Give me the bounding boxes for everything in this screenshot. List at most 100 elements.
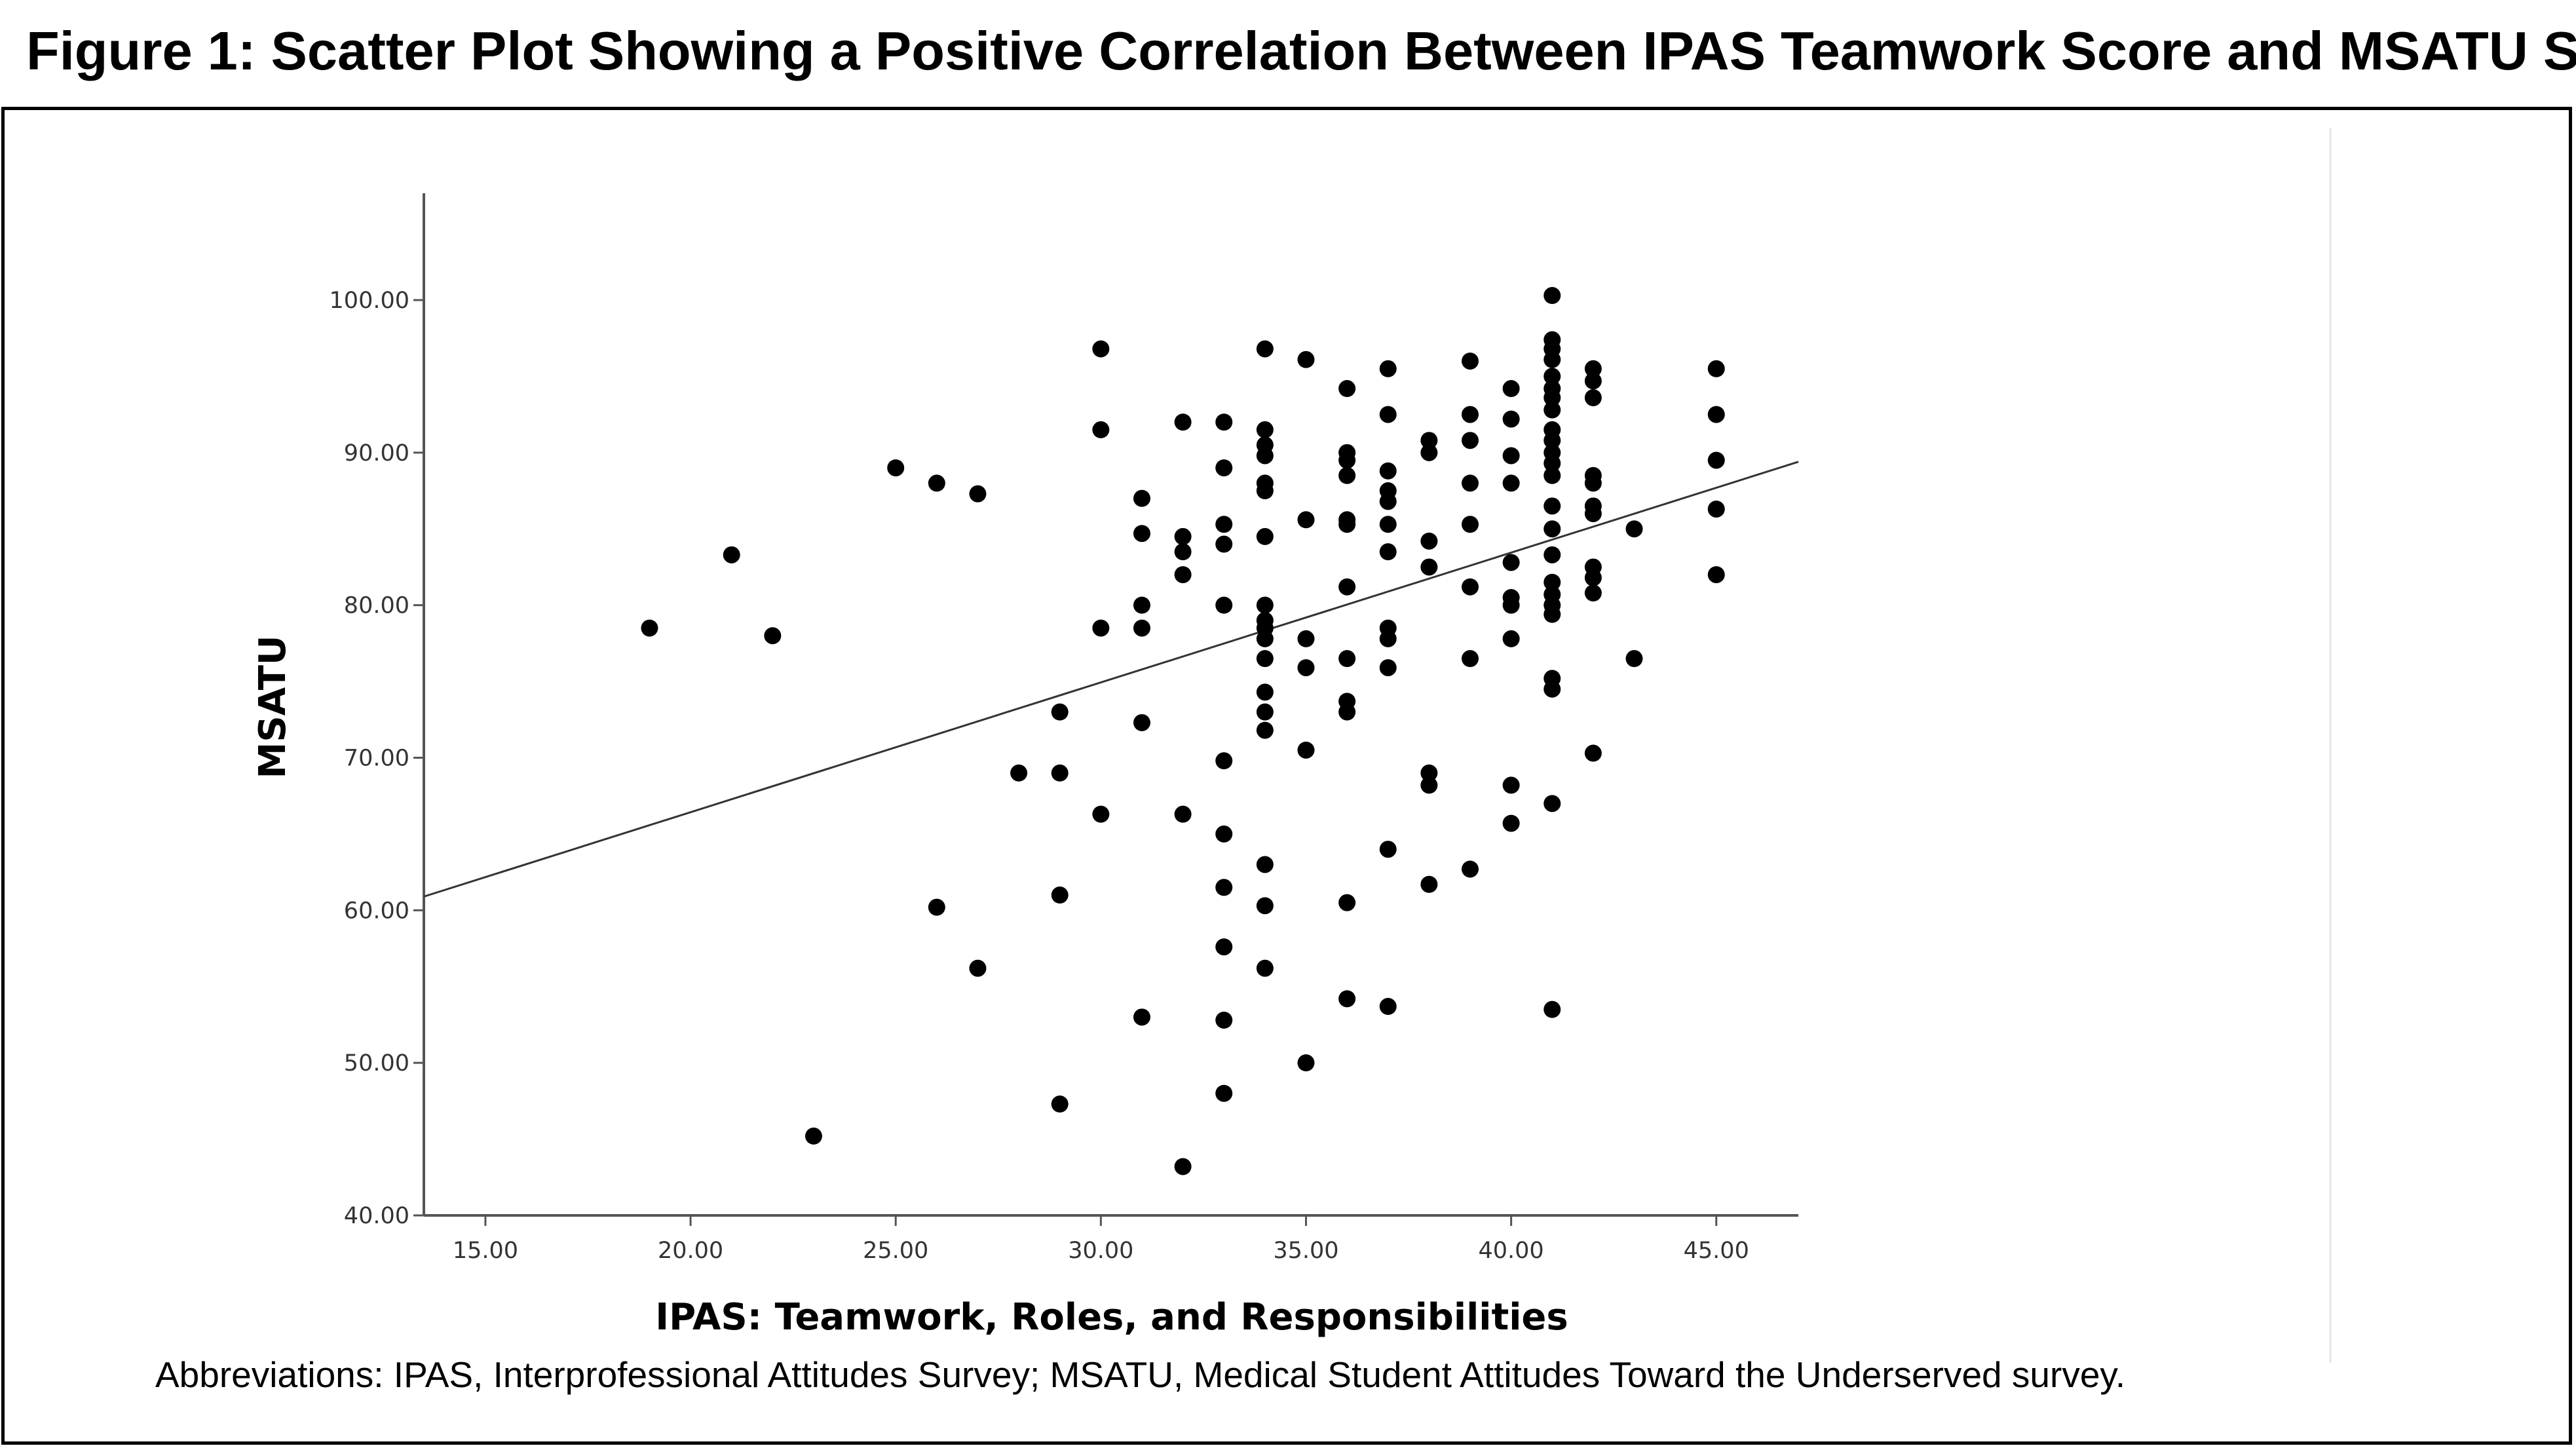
data-point	[928, 474, 945, 492]
data-point	[1461, 860, 1479, 878]
x-tick-label: 35.00	[1273, 1238, 1338, 1264]
data-point	[1461, 578, 1479, 596]
data-point	[1544, 680, 1561, 698]
footnote: Abbreviations: IPAS, Interprofessional A…	[155, 1354, 2126, 1395]
data-point	[764, 627, 782, 645]
y-tick-label: 90.00	[344, 440, 409, 467]
x-tick-label: 15.00	[453, 1238, 518, 1264]
data-point	[969, 959, 987, 977]
data-point	[1502, 814, 1520, 832]
data-point	[1051, 886, 1069, 904]
data-point	[723, 546, 740, 563]
x-axis-title: IPAS: Teamwork, Roles, and Responsibilit…	[655, 1296, 1568, 1339]
data-point	[1256, 630, 1274, 647]
x-tick-label: 25.00	[863, 1238, 928, 1264]
data-point	[1544, 389, 1561, 406]
data-point	[1215, 938, 1233, 956]
data-point	[928, 898, 945, 916]
data-point	[1051, 764, 1069, 782]
data-point	[1544, 401, 1561, 419]
data-point	[1215, 596, 1233, 614]
data-point	[1544, 368, 1561, 385]
data-point	[1379, 998, 1397, 1016]
data-point	[1544, 351, 1561, 368]
data-point	[1297, 511, 1315, 529]
data-point	[1297, 659, 1315, 677]
data-point	[1625, 650, 1643, 668]
data-point	[1174, 543, 1192, 561]
data-point	[1544, 1000, 1561, 1018]
data-point	[1338, 990, 1356, 1008]
data-point	[1544, 467, 1561, 484]
data-point	[1297, 741, 1315, 759]
data-point	[1092, 340, 1110, 358]
data-point	[1133, 619, 1150, 637]
data-point	[1215, 1011, 1233, 1029]
y-tick-label: 100.00	[330, 288, 409, 314]
data-point	[1420, 444, 1438, 461]
data-point	[1092, 805, 1110, 823]
data-point	[1338, 451, 1356, 469]
data-point	[1379, 630, 1397, 647]
data-point	[1256, 683, 1274, 701]
data-point	[1215, 825, 1233, 843]
x-tick-label: 45.00	[1684, 1238, 1749, 1264]
data-point	[1707, 406, 1725, 423]
data-point	[1133, 714, 1150, 731]
data-point	[1584, 744, 1602, 762]
data-point	[1420, 432, 1438, 449]
data-point	[1010, 764, 1028, 782]
data-point	[1420, 532, 1438, 550]
data-point	[1133, 489, 1150, 507]
data-point	[1461, 432, 1479, 449]
data-point	[1215, 1084, 1233, 1102]
data-point	[1256, 959, 1274, 977]
data-point	[1133, 525, 1150, 543]
data-point	[1584, 389, 1602, 406]
data-point	[1707, 451, 1725, 469]
data-point	[1174, 527, 1192, 545]
data-point	[1338, 650, 1356, 668]
data-point	[1215, 752, 1233, 770]
data-point	[1338, 894, 1356, 911]
data-point	[1544, 432, 1561, 449]
data-point	[1256, 527, 1274, 545]
fit-line	[423, 461, 1799, 898]
data-point	[1502, 410, 1520, 428]
data-point	[1544, 573, 1561, 591]
data-point	[1256, 897, 1274, 915]
data-point	[1420, 764, 1438, 782]
y-tick-label: 70.00	[344, 745, 409, 771]
data-point	[1379, 516, 1397, 533]
data-point	[1625, 520, 1643, 538]
data-point	[1051, 1096, 1069, 1113]
data-point	[887, 459, 905, 477]
data-point	[1215, 879, 1233, 896]
data-point	[1092, 619, 1110, 637]
data-point	[1379, 543, 1397, 561]
data-point	[1215, 413, 1233, 431]
data-point	[1502, 447, 1520, 465]
data-point	[1420, 558, 1438, 576]
data-point	[1544, 795, 1561, 812]
data-point	[1256, 856, 1274, 873]
data-point	[1338, 578, 1356, 596]
data-point	[1256, 721, 1274, 739]
data-point	[1256, 340, 1274, 358]
data-point	[1502, 630, 1520, 647]
data-point	[1584, 584, 1602, 602]
data-point	[1379, 659, 1397, 677]
data-point	[1707, 360, 1725, 377]
data-point	[1133, 596, 1150, 614]
data-point	[1256, 447, 1274, 465]
data-point	[1461, 474, 1479, 492]
data-point	[1502, 776, 1520, 794]
data-point	[1502, 474, 1520, 492]
data-point	[1544, 520, 1561, 538]
data-point	[1379, 493, 1397, 510]
data-point	[1707, 500, 1725, 518]
y-tick-label: 80.00	[344, 593, 409, 619]
data-point	[1092, 421, 1110, 438]
y-tick-label: 60.00	[344, 898, 409, 924]
x-tick-label: 40.00	[1479, 1238, 1544, 1264]
